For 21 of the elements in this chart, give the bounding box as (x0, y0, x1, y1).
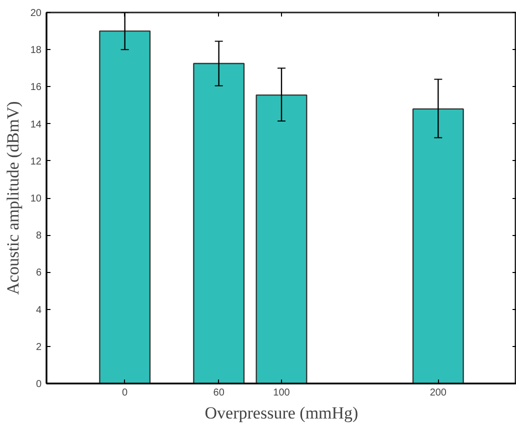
bar (412, 108, 464, 384)
x-tick-label: 0 (122, 388, 128, 398)
y-tick-label: 2 (36, 342, 42, 353)
y-tick-label: 4 (36, 304, 42, 316)
y-tick-label: 10 (30, 194, 42, 204)
y-axis-title: Acoustic amplitude (dBmV) (3, 101, 22, 295)
y-tick-label: 0 (36, 379, 42, 390)
x-tick-label: 100 (273, 388, 290, 398)
bar (99, 30, 151, 384)
y-tick-label: 20 (30, 8, 42, 19)
x-tick-label: 60 (213, 388, 225, 398)
x-tick-label: 200 (430, 388, 447, 398)
y-tick-label: 8 (36, 230, 42, 242)
bar (256, 94, 308, 384)
y-tick-label: 16 (30, 82, 42, 94)
y-tick-label: 12 (30, 156, 42, 168)
y-tick-label: 18 (30, 45, 42, 56)
y-tick-label: 14 (30, 119, 42, 130)
y-tick-label: 6 (36, 268, 42, 279)
x-axis-title: Overpressure (mmHg) (204, 404, 358, 422)
bar (193, 62, 245, 384)
